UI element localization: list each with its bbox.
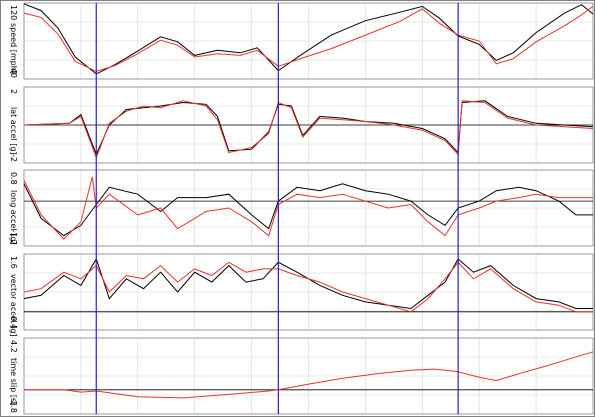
series-line-black bbox=[23, 183, 593, 237]
y-tick-bottom: -2 bbox=[9, 154, 18, 162]
series-line-black bbox=[23, 257, 593, 310]
y-tick-bottom: -1.2 bbox=[9, 229, 18, 245]
y-tick-top: 1.6 bbox=[9, 256, 18, 269]
y-tick-top: 120 bbox=[9, 5, 18, 20]
panel-speed: 120 speed [mph]40 bbox=[9, 2, 594, 80]
y-axis-label: lat accel [g] bbox=[9, 107, 18, 155]
series-line-red bbox=[23, 100, 594, 160]
y-tick-top: 2 bbox=[9, 89, 18, 94]
panel-border bbox=[23, 337, 594, 415]
panels-group: 120 speed [mph]40 2 lat accel [g]-2 0.8 long … bbox=[9, 2, 594, 415]
series-line-red bbox=[24, 351, 594, 399]
y-tick-bottom: 40 bbox=[9, 68, 18, 78]
panel-vector_accel: 1.6 vector accel [g]-0.4 bbox=[9, 253, 594, 337]
series-line-red bbox=[23, 5, 594, 72]
y-tick-bottom: -0.4 bbox=[9, 313, 18, 329]
panel-border bbox=[23, 169, 594, 247]
panel-time_slip: 4.2 time slip [s]-1.8 bbox=[9, 337, 594, 415]
y-axis-label: time slip [s] bbox=[9, 358, 18, 405]
lap-markers-group bbox=[95, 3, 459, 414]
y-axis-label: long accel [g] bbox=[9, 190, 18, 245]
y-tick-bottom: -1.8 bbox=[9, 397, 18, 413]
y-axis-label: speed [mph] bbox=[9, 23, 18, 74]
panel-border bbox=[23, 2, 594, 80]
y-tick-top: 0.8 bbox=[9, 172, 18, 185]
panel-long_accel: 0.8 long accel [g]-1.2 bbox=[9, 169, 594, 247]
y-axis-label: vector accel [g] bbox=[9, 274, 18, 337]
series-line-red bbox=[23, 261, 593, 313]
panel-lat_accel: 2 lat accel [g]-2 bbox=[9, 86, 594, 164]
y-tick-top: 4.2 bbox=[9, 340, 18, 353]
